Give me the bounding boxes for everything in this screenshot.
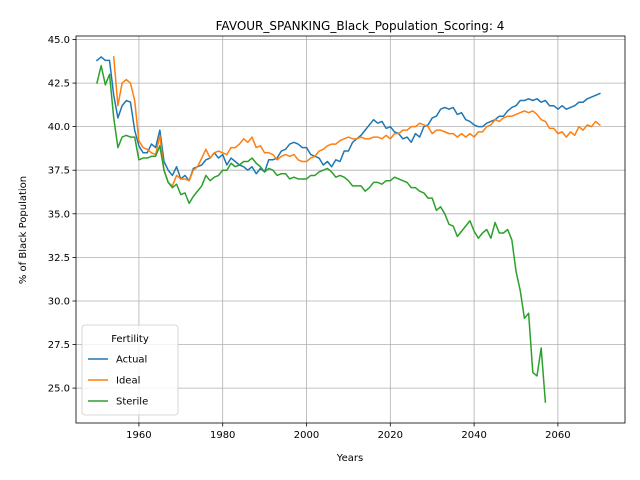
legend-label-ideal: Ideal [116,376,140,387]
y-tick-label: 40.0 [48,122,70,133]
legend-box [81,324,179,416]
x-tick-label: 2060 [545,430,570,441]
series-line-ideal [112,56,601,187]
y-tick-label: 35.0 [48,209,70,220]
y-tick-label: 27.5 [48,340,70,351]
x-tick-label: 1960 [126,430,151,441]
x-axis-label: Years [336,453,363,464]
series-line-sterile [96,64,547,403]
x-axis-ticks: 1960 1980 2000 2020 2040 2060 [126,423,571,441]
legend: Fertility Actual Ideal Sterile [81,324,179,416]
y-tick-label: 42.5 [48,79,70,90]
legend-entries: Actual Ideal Sterile [88,355,148,408]
x-tick-label: 2040 [461,430,486,441]
plot-series [95,56,601,403]
legend-title: Fertility [111,334,149,345]
series-line-actual [95,56,601,182]
legend-label-actual: Actual [116,355,147,366]
y-tick-label: 25.0 [48,384,70,395]
y-tick-label: 30.0 [48,297,70,308]
y-axis-ticks: 25.0 27.5 30.0 32.5 35.0 37.5 40.0 42.5 45.0 [48,35,76,395]
y-tick-label: 32.5 [48,253,70,264]
x-tick-label: 2000 [294,430,319,441]
legend-label-sterile: Sterile [116,397,148,408]
axes-frame [75,35,626,424]
y-tick-label: 45.0 [48,35,70,46]
y-tick-label: 37.5 [48,166,70,177]
chart-title: FAVOUR_SPANKING_Black_Population_Scoring… [216,19,505,33]
x-tick-label: 2020 [378,430,403,441]
y-axis-label: % of Black Population [18,176,29,284]
x-tick-label: 1980 [210,430,235,441]
